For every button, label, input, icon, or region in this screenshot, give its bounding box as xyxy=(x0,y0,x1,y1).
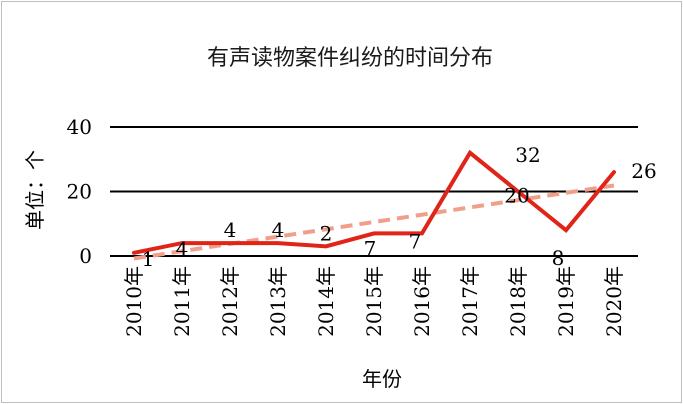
x-tick-label: 2014年 xyxy=(314,266,338,337)
data-label: 1 xyxy=(142,247,155,271)
data-label: 8 xyxy=(552,246,565,270)
y-tick-label: 40 xyxy=(67,115,92,139)
y-axis-label: 单位：个 xyxy=(23,150,47,230)
x-tick-label: 2013年 xyxy=(266,266,290,337)
data-label: 4 xyxy=(272,218,285,242)
x-tick-label: 2016年 xyxy=(410,266,434,337)
data-label: 4 xyxy=(176,237,189,261)
x-tick-label: 2020年 xyxy=(602,266,626,337)
x-axis-label: 年份 xyxy=(362,367,402,391)
y-tick-label: 0 xyxy=(79,244,92,268)
x-tick-label: 2019年 xyxy=(554,266,578,337)
series-lines xyxy=(132,149,616,255)
data-label: 2 xyxy=(320,221,333,245)
x-tick-label: 2018年 xyxy=(506,266,530,337)
data-label: 20 xyxy=(504,184,529,208)
gridlines xyxy=(110,126,638,257)
data-label: 7 xyxy=(364,236,377,260)
x-tick-label: 2015年 xyxy=(362,266,386,337)
x-tick-label: 2010年 xyxy=(122,266,146,337)
chart-title: 有声读物案件纠纷的时间分布 xyxy=(207,46,493,71)
data-label: 4 xyxy=(224,218,237,242)
data-label: 26 xyxy=(631,159,656,183)
y-tick-label: 20 xyxy=(67,180,92,204)
x-tick-label: 2012年 xyxy=(218,266,242,337)
x-tick-labels: 2010年 2011年 2012年 2013年 2014年 2015年 2016年 2017年… xyxy=(122,266,626,337)
data-label: 7 xyxy=(409,229,422,253)
trendline-path xyxy=(133,183,615,261)
x-tick-label: 2011年 xyxy=(170,266,194,337)
data-label: 32 xyxy=(515,143,540,167)
x-tick-label: 2017年 xyxy=(458,266,482,337)
y-tick-labels: 0 20 40 xyxy=(67,115,92,268)
trendline xyxy=(133,183,615,261)
